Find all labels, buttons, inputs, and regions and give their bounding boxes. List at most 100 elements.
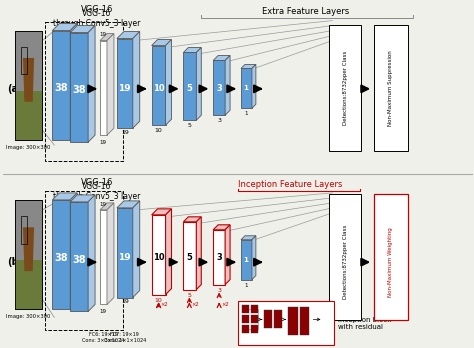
Text: VGG-16: VGG-16 <box>81 178 113 187</box>
Polygon shape <box>117 208 133 298</box>
Polygon shape <box>133 201 140 298</box>
Polygon shape <box>52 193 77 200</box>
Text: FC6: 19×19
Conv: 3×3×1024: FC6: 19×19 Conv: 3×3×1024 <box>82 332 124 343</box>
Text: 3: 3 <box>216 253 222 262</box>
Polygon shape <box>213 230 225 285</box>
Text: Detections:8732pper Class: Detections:8732pper Class <box>343 225 348 299</box>
Polygon shape <box>70 193 77 309</box>
Polygon shape <box>107 203 114 304</box>
Polygon shape <box>15 200 43 309</box>
FancyBboxPatch shape <box>238 301 334 345</box>
Polygon shape <box>15 31 43 140</box>
Text: 19: 19 <box>121 300 129 304</box>
Text: VGG-16
through Conv5_3 layer: VGG-16 through Conv5_3 layer <box>54 9 141 28</box>
Bar <box>242 306 249 314</box>
Polygon shape <box>165 209 172 294</box>
Bar <box>242 325 249 333</box>
Polygon shape <box>241 64 256 69</box>
Polygon shape <box>70 26 95 33</box>
Bar <box>274 310 282 329</box>
Bar <box>251 315 258 323</box>
Text: 3: 3 <box>216 84 222 93</box>
Bar <box>264 310 272 329</box>
Bar <box>251 325 258 333</box>
Polygon shape <box>241 240 252 279</box>
Text: 1: 1 <box>244 85 248 91</box>
Text: 10: 10 <box>153 253 164 262</box>
FancyBboxPatch shape <box>329 25 361 151</box>
Text: Inception Feature Layers: Inception Feature Layers <box>238 180 343 189</box>
Text: 1: 1 <box>244 111 248 116</box>
Bar <box>15 200 43 309</box>
Polygon shape <box>70 202 88 311</box>
Polygon shape <box>133 32 140 128</box>
Polygon shape <box>117 39 133 128</box>
Text: VGG-16: VGG-16 <box>81 5 113 14</box>
Bar <box>21 47 27 74</box>
Text: 19: 19 <box>100 202 107 207</box>
Text: 5: 5 <box>186 253 192 262</box>
Polygon shape <box>52 31 70 140</box>
Polygon shape <box>70 33 88 142</box>
Text: 1: 1 <box>244 283 248 287</box>
Polygon shape <box>23 58 34 102</box>
Text: 3: 3 <box>217 287 221 293</box>
Text: 10: 10 <box>153 84 164 93</box>
FancyBboxPatch shape <box>374 194 408 321</box>
Text: 5: 5 <box>186 84 192 93</box>
Bar <box>21 216 27 244</box>
Polygon shape <box>100 210 107 304</box>
Polygon shape <box>252 64 256 108</box>
Polygon shape <box>107 33 114 135</box>
Polygon shape <box>241 236 256 240</box>
FancyBboxPatch shape <box>374 25 408 151</box>
Text: 19: 19 <box>100 309 107 315</box>
Polygon shape <box>241 69 252 108</box>
Text: FC7: 19×19
Conv: 1×1×1024: FC7: 19×19 Conv: 1×1×1024 <box>104 332 146 343</box>
Text: 38: 38 <box>73 255 86 265</box>
Polygon shape <box>152 209 172 215</box>
Polygon shape <box>52 24 77 31</box>
Polygon shape <box>213 55 230 61</box>
Polygon shape <box>252 236 256 279</box>
Text: 19: 19 <box>121 130 129 135</box>
Text: 38: 38 <box>73 85 86 95</box>
Polygon shape <box>100 33 114 40</box>
FancyBboxPatch shape <box>329 194 361 321</box>
Polygon shape <box>213 61 225 115</box>
Text: 38: 38 <box>55 253 68 263</box>
Polygon shape <box>15 260 43 309</box>
Polygon shape <box>100 203 114 210</box>
Bar <box>242 315 249 323</box>
Text: Extra Feature Layers: Extra Feature Layers <box>262 7 349 16</box>
Bar <box>251 306 258 314</box>
Polygon shape <box>152 215 165 294</box>
Polygon shape <box>183 53 196 120</box>
Text: Non-Maximum Weighting: Non-Maximum Weighting <box>388 227 393 297</box>
Text: Non-Maximum Suppression: Non-Maximum Suppression <box>388 50 393 126</box>
Text: Image: 300×300: Image: 300×300 <box>6 315 51 319</box>
Polygon shape <box>225 225 230 285</box>
Polygon shape <box>152 40 172 46</box>
Bar <box>300 308 310 335</box>
Text: Detections:8732pper Class: Detections:8732pper Class <box>343 51 348 126</box>
Polygon shape <box>88 26 95 142</box>
Text: ×2: ×2 <box>191 302 199 307</box>
Text: ×2: ×2 <box>161 302 168 307</box>
Text: (a): (a) <box>7 84 22 94</box>
Text: 19: 19 <box>100 32 107 37</box>
Polygon shape <box>196 217 201 290</box>
Text: ×2: ×2 <box>221 302 229 307</box>
Polygon shape <box>183 222 196 290</box>
Polygon shape <box>70 195 95 202</box>
Bar <box>288 308 298 335</box>
Polygon shape <box>117 32 140 39</box>
Polygon shape <box>23 227 34 271</box>
Text: Image: 300×300: Image: 300×300 <box>6 145 51 150</box>
Text: 10: 10 <box>155 128 163 133</box>
Text: 10: 10 <box>155 298 163 302</box>
Polygon shape <box>152 46 165 125</box>
Text: Inception block
with residual: Inception block with residual <box>338 317 392 330</box>
Bar <box>15 31 43 140</box>
Text: 19: 19 <box>100 140 107 145</box>
